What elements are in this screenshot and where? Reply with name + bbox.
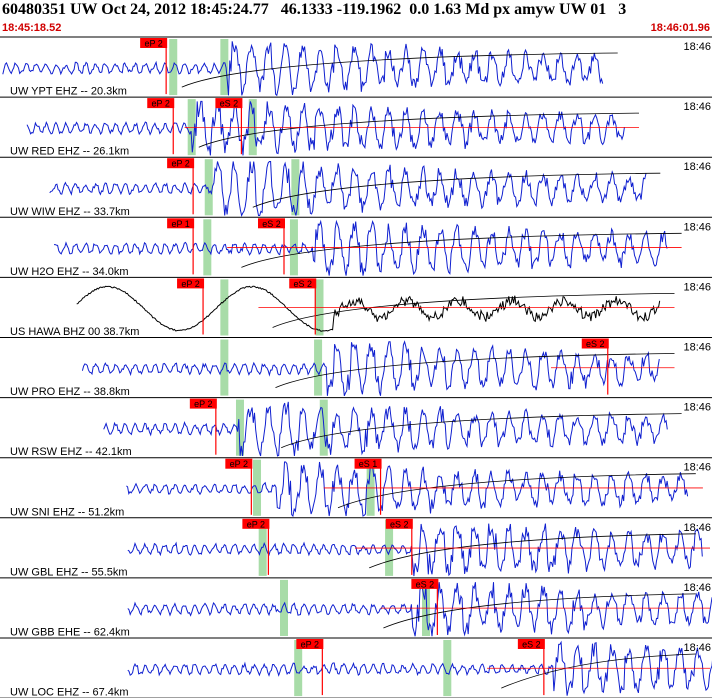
phase-pick-label: eP 2 (152, 99, 170, 109)
phase-pick-label-box (411, 578, 439, 589)
phase-pick-label: eS 2 (220, 99, 239, 109)
phase-pick-label-box (140, 38, 168, 48)
predicted-arrival-bar (253, 459, 262, 516)
coda-curve (383, 593, 696, 629)
channel-label: UW SNI EHZ -- 51.2km (10, 506, 124, 518)
channel-label: UW PRO EHZ -- 38.8km (10, 386, 130, 398)
predicted-arrival-bar (443, 640, 452, 697)
channel-label: UW YPT EHZ -- 20.3km (10, 86, 127, 98)
phase-pick-label: eS 2 (416, 579, 435, 589)
channel-label: UW H2O EHZ -- 34.0km (10, 266, 129, 278)
waveform-trace (2, 41, 604, 97)
time-tick-label: 18:46 (683, 342, 711, 354)
predicted-arrival-bar (220, 39, 229, 96)
time-tick-label: 18:46 (683, 582, 711, 594)
time-tick-label: 18:46 (683, 462, 711, 474)
predicted-arrival-bar (204, 159, 213, 216)
phase-pick-label-box (354, 458, 382, 469)
time-tick-label: 18:46 (683, 522, 711, 534)
time-tick-label: 18:46 (683, 101, 711, 113)
waveform-trace (127, 640, 712, 696)
phase-pick-label: eS 2 (390, 519, 409, 529)
coda-curve (252, 172, 661, 208)
coda-curve (272, 293, 675, 328)
phase-pick-label: eS 1 (359, 459, 378, 469)
waveform-trace (126, 461, 689, 518)
phase-pick-label-box (296, 639, 324, 649)
waveform-trace (127, 523, 703, 577)
channel-label: UW GBL EHZ -- 55.5km (10, 566, 128, 578)
phase-pick-label: eP 2 (247, 519, 265, 529)
waveform-trace (54, 219, 668, 276)
phase-pick-label: eP 2 (230, 459, 248, 469)
waveform-trace (49, 161, 647, 218)
time-tick-label: 18:46 (683, 221, 711, 233)
channel-label: UW RSW EHZ -- 42.1km (10, 446, 132, 458)
waveform-trace (103, 401, 668, 457)
coda-curve (241, 232, 682, 268)
window-start-time: 18:45:18.52 (2, 22, 62, 34)
predicted-arrival-bar (314, 339, 323, 396)
phase-pick-label-box (225, 458, 253, 469)
phase-pick-label: eS 2 (522, 640, 541, 650)
phase-pick-label: eP 2 (194, 399, 212, 409)
phase-pick-label-box (385, 518, 413, 529)
channel-label: US HAWA BHZ 00 38.7km (10, 326, 139, 338)
predicted-arrival-bar (294, 640, 303, 697)
predicted-arrival-bar (280, 579, 288, 636)
waveform-trace (76, 285, 661, 332)
coda-curve (501, 653, 696, 689)
phase-pick-label-box (177, 278, 205, 289)
phase-pick-label-box (517, 639, 545, 649)
phase-pick-label-box (167, 158, 195, 169)
coda-curve (337, 473, 696, 509)
phase-pick-label: eP 2 (144, 39, 162, 49)
phase-pick-label-box (258, 218, 285, 229)
channel-label: UW RED EHZ -- 26.1km (10, 146, 129, 158)
phase-pick-label: eP 2 (301, 640, 319, 650)
time-tick-label: 18:46 (683, 642, 711, 654)
coda-curve (181, 52, 618, 88)
time-tick-label: 18:46 (683, 161, 711, 173)
phase-pick-label-box (189, 398, 217, 409)
waveform-trace (127, 582, 712, 637)
time-tick-label: 18:46 (683, 402, 711, 414)
time-tick-label: 18:46 (683, 281, 711, 293)
phase-pick-label-box (215, 98, 243, 109)
channel-label: UW LOC EHZ -- 67.4km (10, 687, 129, 698)
predicted-arrival-bar (235, 399, 244, 456)
coda-curve (369, 533, 696, 569)
phase-pick-label-box (147, 98, 175, 109)
coda-curve (198, 112, 640, 148)
phase-pick-label-box (289, 278, 317, 289)
phase-pick-label: eS 2 (586, 339, 605, 349)
event-header-title: 60480351 UW Oct 24, 2012 18:45:24.77 46.… (2, 1, 627, 18)
predicted-arrival-bar (220, 339, 229, 396)
channel-label: UW WIW EHZ -- 33.7km (10, 206, 130, 218)
coda-curve (281, 413, 682, 449)
channel-label: UW GBB EHE -- 62.4km (10, 627, 130, 639)
phase-pick-label: eP 2 (171, 159, 189, 169)
phase-pick-label: eP 1 (171, 219, 189, 229)
phase-pick-label: eP 2 (181, 279, 199, 289)
coda-curve (275, 353, 675, 388)
window-end-time: 18:46:01.96 (650, 22, 710, 34)
phase-pick-label-box (242, 518, 270, 529)
phase-pick-label: eS 2 (262, 219, 281, 229)
time-tick-label: 18:46 (683, 41, 711, 53)
phase-pick-label-box (167, 218, 195, 229)
phase-pick-label: eS 2 (293, 279, 312, 289)
phase-pick-label-box (581, 338, 609, 349)
predicted-arrival-bar (220, 279, 229, 336)
waveform-trace (81, 340, 660, 396)
predicted-arrival-bar (291, 159, 300, 216)
